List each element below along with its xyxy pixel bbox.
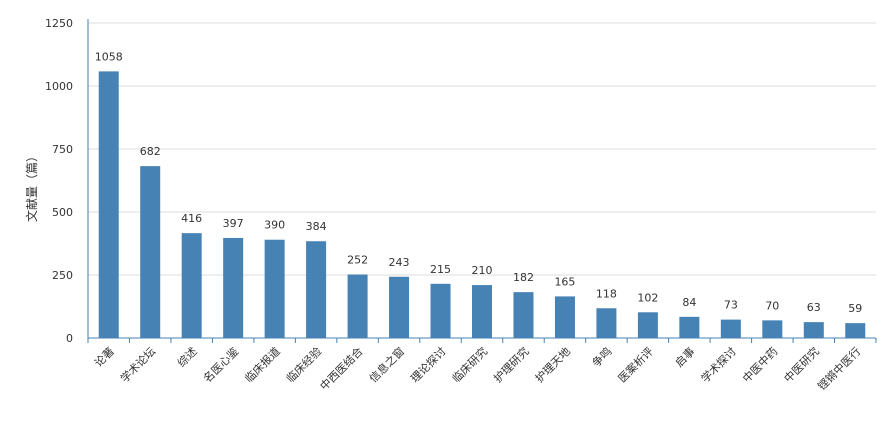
y-tick-labels: 0 250 500 750 1000 1250 — [45, 17, 73, 345]
y-axis-label: 文献量（篇） — [24, 150, 39, 222]
x-tick-label: 综述 — [174, 344, 199, 369]
data-label: 84 — [682, 296, 696, 309]
data-label: 182 — [513, 271, 534, 284]
x-tick-label: 中医中药 — [740, 345, 780, 385]
data-label: 252 — [347, 253, 368, 266]
x-tick-label: 学术论坛 — [117, 344, 158, 385]
data-label: 416 — [181, 212, 202, 225]
y-tick-label: 750 — [52, 143, 73, 156]
x-tick-label: 护理天地 — [532, 344, 573, 385]
bars — [98, 71, 866, 338]
x-tick-label: 医案析评 — [615, 344, 656, 385]
x-tick-label: 中西医结合 — [317, 344, 366, 393]
x-tick-label: 护理研究 — [491, 344, 532, 385]
data-label: 215 — [430, 263, 451, 276]
data-label: 682 — [140, 145, 161, 158]
bar — [181, 233, 202, 338]
x-tick-label: 临床报道 — [242, 344, 283, 385]
bar — [596, 308, 617, 338]
bar — [513, 292, 534, 338]
x-tick-label: 临床研究 — [449, 344, 490, 385]
data-label: 70 — [765, 299, 779, 312]
x-tick-label: 启事 — [673, 345, 698, 370]
x-tick-label: 铿锵中医行 — [815, 344, 864, 393]
data-label: 73 — [724, 299, 738, 312]
gridlines — [88, 22, 876, 276]
bar — [264, 239, 285, 338]
data-label: 243 — [389, 256, 410, 269]
y-tick-label: 1000 — [45, 80, 73, 93]
bar — [803, 322, 824, 338]
x-tick-label: 名医心鉴 — [200, 344, 241, 385]
data-label: 390 — [264, 219, 285, 232]
bar — [347, 274, 368, 338]
bar — [430, 283, 451, 338]
data-label: 63 — [807, 301, 821, 314]
data-label: 59 — [848, 302, 862, 315]
bar — [140, 166, 161, 338]
bar — [98, 71, 119, 338]
y-tick-label: 500 — [52, 206, 73, 219]
x-tick-label: 临床经验 — [283, 344, 324, 385]
data-label: 210 — [472, 264, 493, 277]
y-tick-label: 0 — [66, 332, 73, 345]
data-label: 384 — [306, 220, 327, 233]
y-tick-label: 1250 — [45, 17, 73, 30]
bar — [679, 316, 700, 338]
bar — [472, 285, 492, 338]
bar — [720, 319, 741, 338]
bar — [223, 237, 244, 338]
x-tick-label: 理论探讨 — [408, 344, 449, 385]
bar — [637, 312, 658, 338]
bar — [845, 323, 866, 338]
x-tick-label: 争鸣 — [589, 344, 614, 369]
y-tick-label: 250 — [52, 269, 73, 282]
bar — [762, 320, 783, 338]
bar — [554, 296, 575, 338]
bar — [306, 241, 327, 338]
x-tick-label: 学术探讨 — [698, 344, 739, 385]
x-tick-label: 论著 — [91, 344, 116, 369]
data-label: 165 — [554, 275, 575, 288]
data-label: 397 — [223, 217, 244, 230]
x-tick-label: 中医研究 — [781, 344, 822, 385]
data-label: 1058 — [95, 50, 123, 63]
bar — [389, 276, 410, 338]
data-label: 118 — [596, 287, 617, 300]
x-tick-label: 信息之窗 — [366, 344, 407, 385]
data-label: 102 — [637, 291, 658, 304]
data-labels: 1058 682 416 397 390 384 252 243 215 210 182 165 118… — [95, 50, 863, 315]
